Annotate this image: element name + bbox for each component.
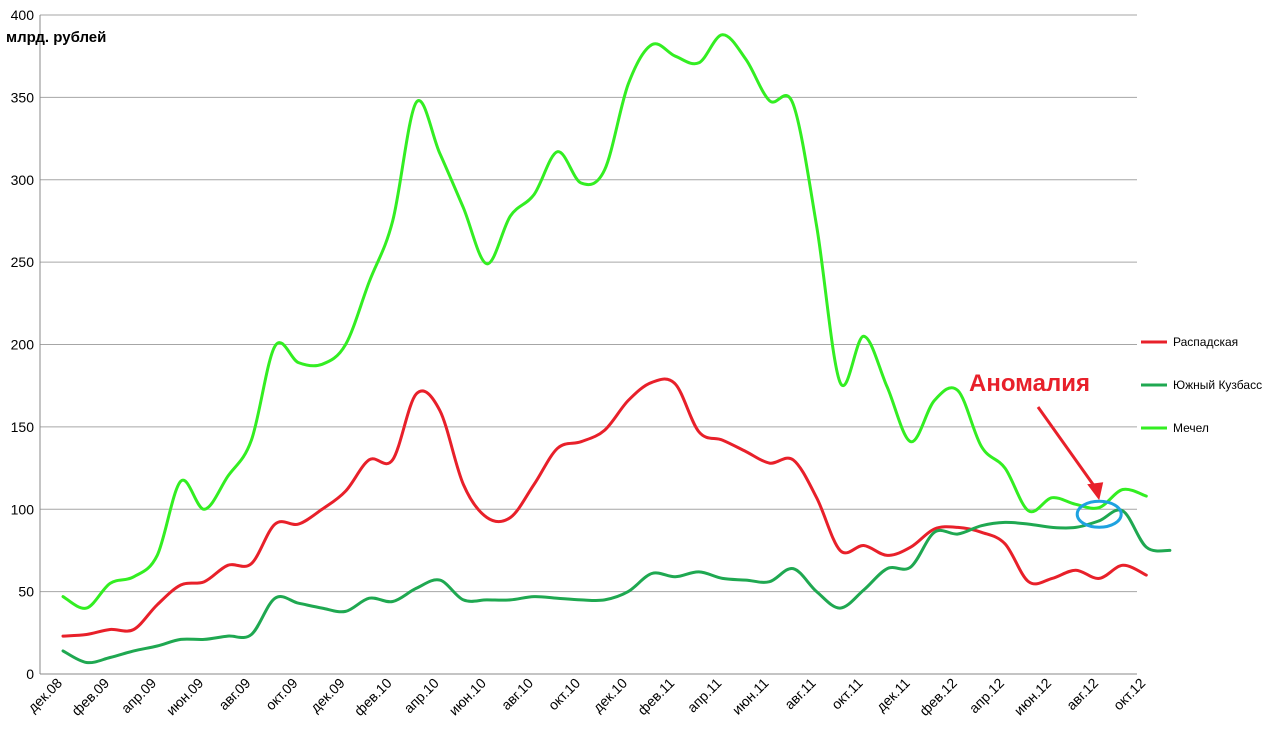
y-tick-label: 150 bbox=[11, 419, 35, 435]
y-tick-label: 250 bbox=[11, 254, 35, 270]
series-line-0 bbox=[61, 377, 1148, 638]
series-line-1 bbox=[61, 508, 1172, 665]
x-tick-label: авг.12 bbox=[1063, 675, 1101, 713]
x-tick-label: июн.12 bbox=[1011, 675, 1055, 719]
legend: Распадская Южный Кузбасс Мечел bbox=[1141, 335, 1262, 435]
x-tick-label: авг.10 bbox=[498, 675, 536, 713]
y-tick-label: 0 bbox=[26, 666, 34, 682]
y-tick-label: 400 bbox=[11, 7, 35, 23]
y-tick-label: 300 bbox=[11, 172, 35, 188]
x-tick-label: фев.12 bbox=[916, 675, 960, 719]
x-tick-label: апр.11 bbox=[684, 675, 725, 716]
y-tick-label: 100 bbox=[11, 501, 35, 517]
x-tick-label: июн.10 bbox=[446, 675, 490, 719]
series-line-2 bbox=[61, 33, 1148, 610]
x-tick-label: апр.09 bbox=[118, 675, 160, 717]
x-tick-label: дек.11 bbox=[873, 675, 913, 715]
annotation-label: Аномалия bbox=[969, 370, 1090, 397]
y-tick-label: 50 bbox=[18, 584, 34, 600]
x-tick-label: окт.12 bbox=[1110, 675, 1149, 714]
x-tick-label: фев.11 bbox=[634, 675, 677, 718]
x-axis-ticks: дек.08 фев.09 апр.09 июн.09 авг.09 окт.09 дек.… bbox=[24, 675, 1148, 719]
x-tick-label: фев.10 bbox=[351, 675, 395, 719]
y-tick-label: 350 bbox=[11, 89, 35, 105]
annotation: Аномалия bbox=[969, 370, 1123, 529]
x-tick-label: окт.10 bbox=[545, 675, 584, 714]
x-tick-label: июн.09 bbox=[163, 675, 207, 719]
x-tick-label: окт.11 bbox=[828, 675, 866, 713]
y-axis-ticks: 0 50 100 150 200 250 300 350 400 bbox=[11, 7, 35, 682]
x-tick-label: авг.11 bbox=[781, 675, 819, 713]
x-tick-label: дек.09 bbox=[307, 675, 348, 716]
annotation-arrow-head bbox=[1087, 482, 1104, 501]
x-tick-label: авг.09 bbox=[215, 675, 253, 713]
annotation-ellipse bbox=[1075, 499, 1123, 529]
x-tick-label: июн.11 bbox=[729, 675, 772, 718]
legend-label: Мечел bbox=[1173, 421, 1209, 435]
x-tick-label: фев.09 bbox=[68, 675, 112, 719]
y-axis-label: млрд. рублей bbox=[6, 29, 106, 46]
y-tick-label: 200 bbox=[11, 337, 35, 353]
x-tick-label: апр.12 bbox=[966, 675, 1008, 717]
x-tick-label: дек.10 bbox=[590, 675, 631, 716]
series-lines bbox=[61, 33, 1172, 665]
x-tick-label: апр.10 bbox=[400, 675, 442, 717]
x-tick-label: окт.09 bbox=[262, 675, 301, 714]
legend-label: Распадская bbox=[1173, 335, 1238, 349]
grid bbox=[39, 14, 1137, 675]
legend-label: Южный Кузбасс bbox=[1173, 378, 1262, 392]
annotation-arrow-shaft bbox=[1036, 406, 1099, 492]
